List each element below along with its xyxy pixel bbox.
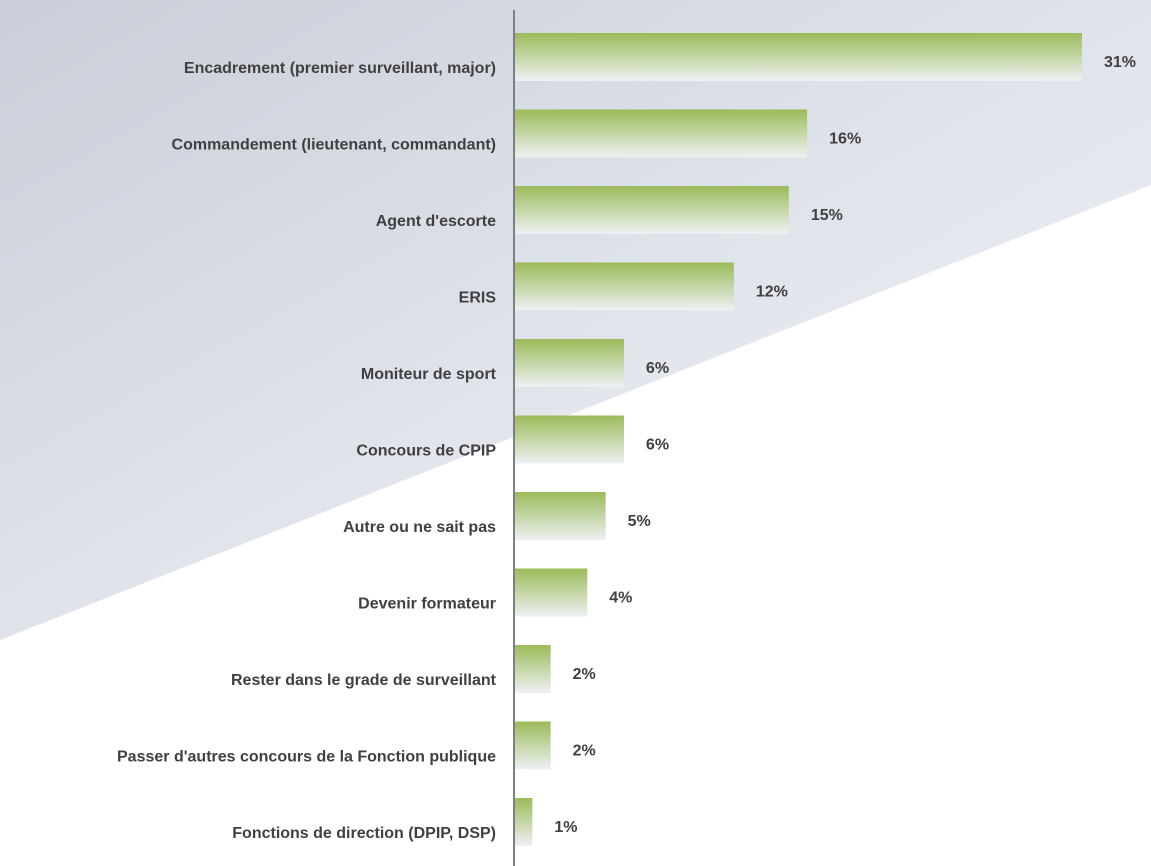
- value-label: 4%: [609, 590, 632, 607]
- category-label: Moniteur de sport: [361, 366, 497, 383]
- value-label: 12%: [756, 284, 788, 301]
- value-label: 6%: [646, 360, 669, 377]
- category-label: Encadrement (premier surveillant, major): [184, 60, 496, 77]
- value-label: 31%: [1104, 54, 1136, 71]
- bar: [515, 569, 587, 617]
- value-label: 2%: [573, 743, 596, 760]
- bar: [515, 492, 606, 540]
- bar: [515, 33, 1082, 81]
- value-label: 16%: [829, 131, 861, 148]
- bar: [515, 645, 551, 693]
- value-label: 5%: [628, 513, 651, 530]
- bar: [515, 339, 624, 387]
- category-label: Fonctions de direction (DPIP, DSP): [232, 825, 496, 842]
- bar: [515, 186, 789, 234]
- chart: Encadrement (premier surveillant, major)…: [0, 0, 1151, 866]
- category-label: ERIS: [459, 290, 497, 307]
- bar: [515, 110, 807, 158]
- category-label: Commandement (lieutenant, commandant): [172, 137, 496, 154]
- category-label: Devenir formateur: [358, 596, 496, 613]
- value-label: 6%: [646, 437, 669, 454]
- category-label: Autre ou ne sait pas: [343, 519, 496, 536]
- category-label: Passer d'autres concours de la Fonction …: [117, 749, 496, 766]
- category-label: Rester dans le grade de surveillant: [231, 672, 497, 689]
- value-label: 1%: [554, 819, 577, 836]
- category-label: Agent d'escorte: [376, 213, 496, 230]
- bar: [515, 263, 734, 311]
- value-label: 2%: [573, 666, 596, 683]
- value-label: 15%: [811, 207, 843, 224]
- background-photo: [0, 0, 1151, 640]
- bar: [515, 798, 532, 846]
- category-label: Concours de CPIP: [356, 443, 496, 460]
- bar: [515, 416, 624, 464]
- bar: [515, 722, 551, 770]
